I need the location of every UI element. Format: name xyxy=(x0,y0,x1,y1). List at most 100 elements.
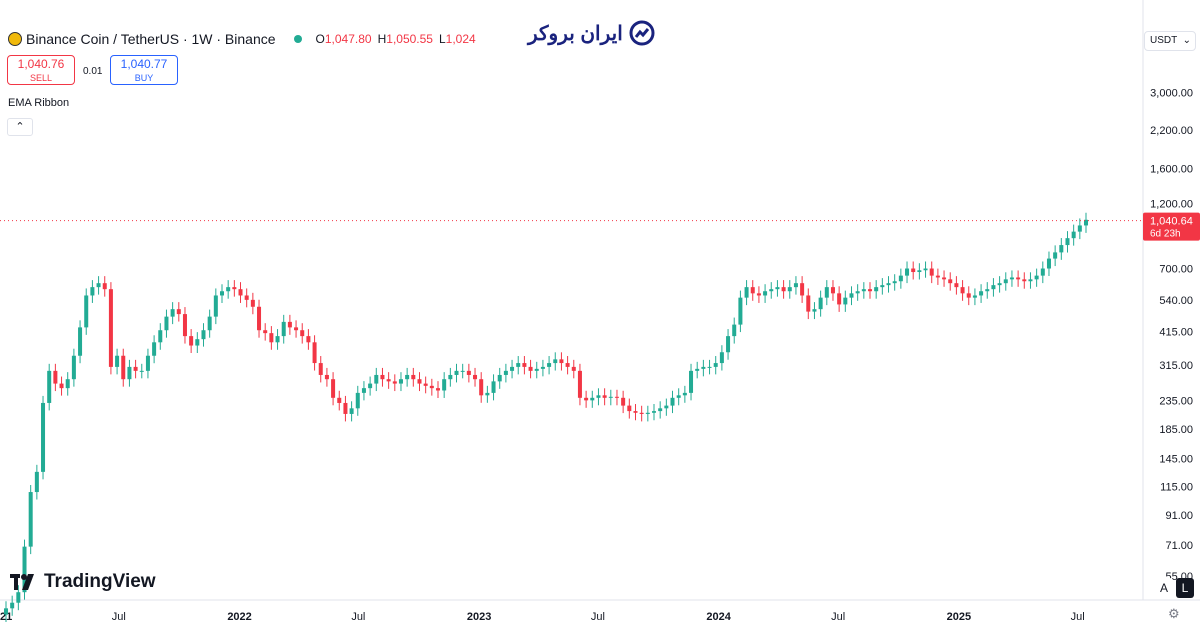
candle-body xyxy=(213,295,218,317)
indicator-legend[interactable]: EMA Ribbon xyxy=(8,97,70,109)
last-price-tag xyxy=(1143,212,1200,241)
buy-price: 1,040.77 xyxy=(120,57,168,71)
candle-body xyxy=(756,293,761,296)
candle-body xyxy=(867,289,873,292)
y-tick-label: 540.00 xyxy=(1159,295,1193,307)
candle-body xyxy=(84,295,89,328)
candle-body xyxy=(417,379,422,384)
candle-body xyxy=(16,592,21,603)
symbol-title[interactable]: Binance Coin / TetherUS · 1W · Binance xyxy=(26,31,276,47)
candle-body xyxy=(559,359,564,364)
candle-body xyxy=(497,374,502,382)
currency-value: USDT xyxy=(1150,35,1178,46)
y-tick-label: 3,000.00 xyxy=(1150,88,1193,100)
candle-body xyxy=(158,330,163,343)
y-tick-label: 115.00 xyxy=(1160,482,1193,494)
candle-body xyxy=(380,374,385,380)
last-price-label: 1,040.64 xyxy=(1150,216,1193,228)
candle-body xyxy=(775,287,780,290)
ohlc-values: O1,047.80 H1,050.55 L1,024 xyxy=(315,32,476,46)
candle-body xyxy=(250,299,255,307)
candle-body xyxy=(324,374,329,380)
candle-body xyxy=(516,363,521,367)
candle-body xyxy=(269,333,274,343)
auto-scale-button[interactable]: A xyxy=(1155,578,1173,598)
candle-body xyxy=(59,383,64,389)
candle-body xyxy=(189,336,194,346)
candle-body xyxy=(47,370,52,403)
brand-name: ایران بروکر xyxy=(528,22,623,45)
candle-body xyxy=(485,392,490,396)
buy-button[interactable]: 1,040.77 BUY xyxy=(110,55,178,85)
candle-body xyxy=(1034,275,1039,280)
sell-label: SELL xyxy=(29,73,53,83)
candle-body xyxy=(195,339,200,346)
y-tick-label: 145.00 xyxy=(1159,454,1193,466)
candle-body xyxy=(812,309,817,312)
candle-body xyxy=(621,397,626,406)
candle-body xyxy=(837,293,842,305)
candle-body xyxy=(448,374,453,380)
candle-body xyxy=(571,366,576,371)
candle-body xyxy=(769,289,774,292)
y-tick-label: 315.00 xyxy=(1159,360,1193,372)
candle-body xyxy=(972,295,977,298)
candle-body xyxy=(53,370,58,384)
candle-body xyxy=(1046,258,1051,269)
candle-body xyxy=(800,283,805,296)
currency-select[interactable]: USDT ⌄ xyxy=(1144,31,1196,51)
candle-body xyxy=(318,363,323,375)
candle-body xyxy=(608,396,613,398)
sell-price: 1,040.76 xyxy=(17,57,65,71)
y-tick-label: 1,600.00 xyxy=(1150,164,1193,176)
log-scale-button[interactable]: L xyxy=(1176,578,1194,598)
candle-body xyxy=(102,283,107,290)
candle-body xyxy=(145,355,150,371)
candle-body xyxy=(898,275,903,282)
candle-body xyxy=(479,379,484,396)
candle-body xyxy=(238,289,243,296)
candle-body xyxy=(361,388,366,393)
candle-body xyxy=(540,366,545,369)
y-tick-label: 1,200.00 xyxy=(1150,198,1193,210)
candle-body xyxy=(670,397,675,406)
candle-body xyxy=(689,370,694,393)
candle-body xyxy=(1059,245,1064,253)
candle-body xyxy=(435,388,441,391)
candle-body xyxy=(590,397,595,401)
bar-countdown-label: 6d 23h xyxy=(1150,229,1181,240)
candle-body xyxy=(164,316,169,331)
candle-body xyxy=(337,397,342,403)
candle-body xyxy=(880,285,885,288)
candle-body xyxy=(398,379,403,384)
chevron-up-icon[interactable]: ⌃ xyxy=(7,118,33,136)
sell-button[interactable]: 1,040.76 SELL xyxy=(7,55,75,85)
candle-body xyxy=(127,366,132,380)
chevron-down-icon: ⌄ xyxy=(1182,35,1191,46)
candle-body xyxy=(244,295,249,300)
candle-body xyxy=(713,363,718,367)
candle-body xyxy=(830,287,835,294)
candle-body xyxy=(423,383,428,386)
x-tick-label: Jul xyxy=(351,611,365,623)
candle-body xyxy=(1065,238,1070,246)
market-open-status-icon xyxy=(293,35,302,43)
candle-body xyxy=(1083,219,1089,226)
tradingview-logo-icon xyxy=(10,574,34,590)
x-tick-label: 2023 xyxy=(467,611,491,623)
candle-body xyxy=(991,285,996,290)
watermark-text: TradingView xyxy=(44,571,156,592)
candle-body xyxy=(121,355,126,380)
candle-body xyxy=(948,279,953,284)
candle-body xyxy=(886,283,891,286)
candle-body xyxy=(287,321,292,328)
candle-body xyxy=(639,412,644,414)
candle-body xyxy=(707,366,712,368)
candle-body xyxy=(460,370,465,372)
candle-body xyxy=(695,368,700,371)
candle-body xyxy=(565,363,570,367)
gear-icon[interactable]: ⚙ xyxy=(1168,606,1180,621)
candle-body xyxy=(182,314,187,337)
candle-body xyxy=(300,330,305,337)
